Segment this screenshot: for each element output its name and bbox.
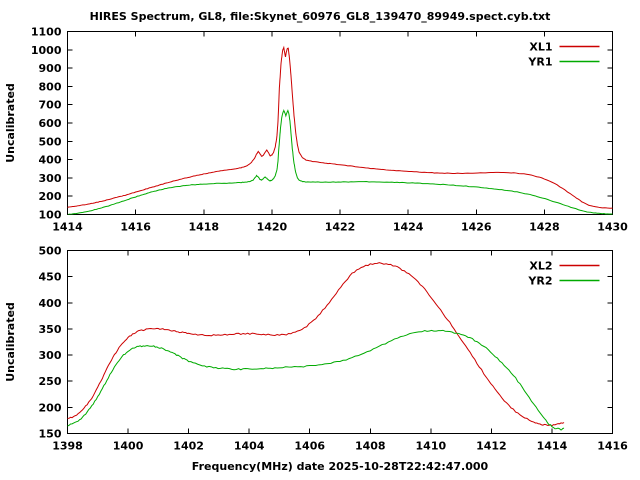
legend-label-xl2: XL2 [529,260,552,273]
legend-label-xl1: XL1 [529,41,552,54]
x-tick-label: 1412 [476,440,507,453]
x-tick-label: 1422 [325,221,356,234]
y-tick-label: 100 [39,209,62,222]
series-line-yr2 [68,330,565,430]
x-tick-label: 1416 [597,440,628,453]
x-tick-label: 1406 [294,440,325,453]
x-tick-label: 1408 [355,440,386,453]
x-tick-label: 1428 [529,221,560,234]
y-tick-label: 800 [39,80,62,93]
x-tick-label: 1420 [257,221,288,234]
legend-label-yr2: YR2 [527,275,552,288]
x-tick-label: 1404 [234,440,265,453]
y-tick-label: 1100 [31,26,62,39]
y-tick-label: 150 [39,428,62,441]
x-tick-label: 1398 [52,440,83,453]
x-tick-label: 1414 [537,440,568,453]
y-tick-label: 250 [39,375,62,388]
x-tick-label: 1410 [416,440,447,453]
y-tick-label: 700 [39,99,62,112]
page-title: HIRES Spectrum, GL8, file:Skynet_60976_G… [90,10,551,23]
x-tick-label: 1418 [188,221,219,234]
x-tick-label: 1430 [597,221,628,234]
y-tick-label: 300 [39,349,62,362]
y-axis-label: Uncalibrated [4,83,17,163]
y-tick-label: 450 [39,271,62,284]
y-tick-label: 900 [39,62,62,75]
y-tick-label: 600 [39,117,62,130]
y-tick-label: 350 [39,323,62,336]
series-line-xl1 [68,48,613,209]
y-axis-label: Uncalibrated [4,302,17,382]
y-tick-label: 200 [39,401,62,414]
x-tick-label: 1426 [461,221,492,234]
x-tick-label: 1400 [113,440,144,453]
y-tick-label: 500 [39,135,62,148]
x-tick-label: 1416 [120,221,151,234]
x-axis-label: Frequency(MHz) date 2025-10-28T22:42:47.… [192,460,489,473]
lower-panel-group: 1398 1400 1402 1404 1406 1408 1410 1412 1414 1416… [4,245,628,453]
series-line-yr1 [68,111,613,215]
x-tick-label: 1414 [52,221,83,234]
y-tick-label: 200 [39,190,62,203]
x-tick-label: 1424 [393,221,424,234]
y-tick-label: 500 [39,245,62,258]
x-tick-label: 1402 [173,440,204,453]
upper-panel-group: 1414 1416 1418 1420 1422 1424 1426 1428 1430 100 2… [4,26,628,234]
legend-label-yr1: YR1 [527,56,552,69]
y-tick-label: 300 [39,172,62,185]
y-tick-label: 1000 [31,44,62,57]
y-tick-label: 400 [39,297,62,310]
series-line-xl2 [68,263,565,426]
y-tick-label: 400 [39,154,62,167]
